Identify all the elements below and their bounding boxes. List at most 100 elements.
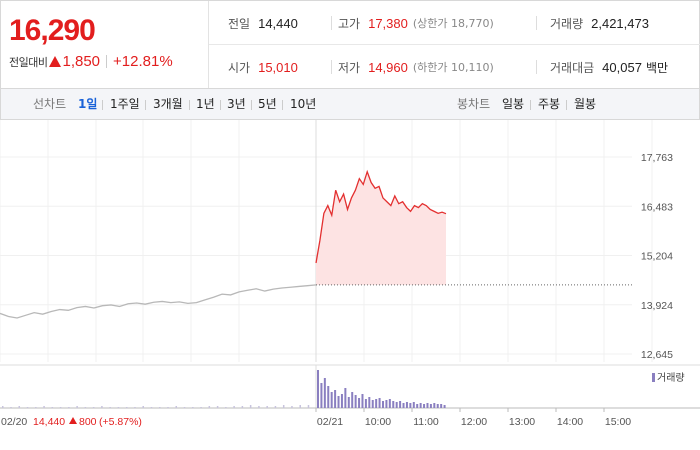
- divider: [530, 100, 531, 110]
- volume-bar: [405, 402, 408, 408]
- prev-day-date: 02/20: [1, 416, 27, 428]
- volume-bar: [429, 404, 432, 408]
- volume-bar: [317, 370, 319, 408]
- volume-bar: [200, 407, 202, 408]
- stat-prev-close: 전일 14,440: [228, 1, 298, 45]
- stat-low: 저가 14,960 (하한가 10,110): [338, 45, 494, 89]
- prev-day-change: 800: [79, 416, 97, 428]
- change-label: 전일대비: [9, 55, 48, 69]
- volume-bar: [183, 407, 186, 408]
- volume-bar: [192, 407, 194, 408]
- line-chart-label: 선차트: [33, 97, 67, 111]
- volume-bar: [385, 400, 388, 408]
- x-tick-label: 15:00: [605, 416, 631, 428]
- stat-label: 저가: [338, 60, 361, 75]
- period-1week-button[interactable]: 1주일: [110, 97, 140, 111]
- lower-limit: (하한가 10,110): [412, 61, 494, 74]
- volume-bar: [76, 406, 78, 408]
- y-tick-label: 13,924: [641, 300, 673, 312]
- period-1year-button[interactable]: 1년: [196, 97, 215, 111]
- volume-bar: [327, 386, 330, 408]
- x-tick-label: 11:00: [413, 416, 439, 428]
- volume-bar: [375, 399, 378, 408]
- divider: [331, 60, 332, 74]
- stat-unit: 백만: [645, 60, 669, 75]
- period-3month-button[interactable]: 3개월: [153, 97, 183, 111]
- volume-bar: [282, 405, 285, 408]
- x-tick-label: 12:00: [461, 416, 487, 428]
- volume-bar: [378, 398, 381, 408]
- period-1day-button[interactable]: 1일: [78, 97, 98, 111]
- volume-bar: [334, 390, 337, 408]
- volume-bar: [125, 407, 128, 408]
- stat-value: 14,960: [368, 59, 408, 75]
- volume-bar: [423, 404, 426, 408]
- prev-day-change-percent: (+5.87%): [99, 416, 142, 428]
- divider: [145, 100, 146, 110]
- stat-open: 시가 15,010: [228, 45, 298, 89]
- stat-label: 거래량: [550, 16, 584, 31]
- volume-bar: [84, 407, 87, 408]
- volume-bar: [51, 407, 54, 408]
- volume-bar: [412, 402, 415, 408]
- volume-bar: [249, 405, 252, 408]
- volume-legend-icon: [652, 373, 655, 382]
- up-arrow-icon: [69, 417, 77, 424]
- stat-volume: 거래량 2,421,473: [550, 1, 649, 45]
- volume-bar: [440, 404, 443, 408]
- stat-value: 14,440: [258, 15, 298, 31]
- change-amount: 1,850: [62, 53, 101, 70]
- volume-bar: [351, 392, 354, 408]
- divider: [102, 100, 103, 110]
- volume-bar: [416, 404, 419, 408]
- period-5year-button[interactable]: 5년: [258, 97, 277, 111]
- volume-bar: [337, 396, 340, 408]
- stat-value: 15,010: [258, 59, 298, 75]
- volume-bar: [225, 407, 227, 408]
- volume-bar: [35, 407, 37, 408]
- weekly-candle-button[interactable]: 주봉: [538, 97, 561, 111]
- stat-trade-amount: 거래대금 40,057 백만: [550, 45, 668, 89]
- divider: [220, 100, 221, 110]
- monthly-candle-button[interactable]: 월봉: [574, 97, 597, 111]
- volume-bar: [92, 407, 95, 408]
- volume-bar: [402, 403, 405, 408]
- stat-label: 시가: [228, 60, 251, 75]
- series-today-line: [315, 169, 447, 264]
- volume-bar: [409, 403, 412, 408]
- volume-bar: [395, 402, 398, 408]
- volume-bar: [354, 395, 357, 408]
- price-chart[interactable]: 17,763 16,483 15,204 13,924 12,645 거래량 02/21…: [0, 120, 700, 450]
- up-arrow-icon: [49, 56, 62, 67]
- change-row: 전일대비 1,850 +12.81%: [9, 53, 208, 70]
- y-tick-label: 12,645: [641, 349, 673, 361]
- x-tick-label: 13:00: [509, 416, 535, 428]
- period-3year-button[interactable]: 3년: [227, 97, 246, 111]
- volume-bar: [175, 406, 178, 408]
- divider: [566, 100, 567, 110]
- x-tick-label: 02/21: [317, 416, 343, 428]
- volume-bar: [26, 407, 29, 408]
- volume-bar: [436, 404, 439, 408]
- upper-limit: (상한가 18,770): [412, 17, 494, 30]
- candle-chart-label: 봉차트: [457, 97, 491, 111]
- volume-bar: [433, 403, 436, 408]
- volume-bar: [101, 406, 103, 408]
- divider: [331, 16, 332, 30]
- volume-bar: [117, 407, 120, 408]
- volume-bar: [266, 406, 268, 408]
- daily-candle-button[interactable]: 일봉: [502, 97, 525, 111]
- volume-bar: [159, 407, 161, 408]
- volume-bar: [364, 399, 367, 408]
- divider: [251, 100, 252, 110]
- volume-bar: [307, 405, 310, 408]
- price-panel: 16,290 전일대비 1,850 +12.81%: [1, 1, 209, 89]
- volume-bar: [426, 403, 429, 408]
- prev-day-close: 14,440: [33, 416, 65, 428]
- period-10year-button[interactable]: 10년: [290, 97, 317, 111]
- volume-bar: [142, 406, 144, 408]
- stat-label: 거래대금: [550, 60, 595, 75]
- volume-bar: [291, 406, 293, 408]
- volume-bar: [382, 401, 384, 408]
- volume-bar: [10, 407, 12, 408]
